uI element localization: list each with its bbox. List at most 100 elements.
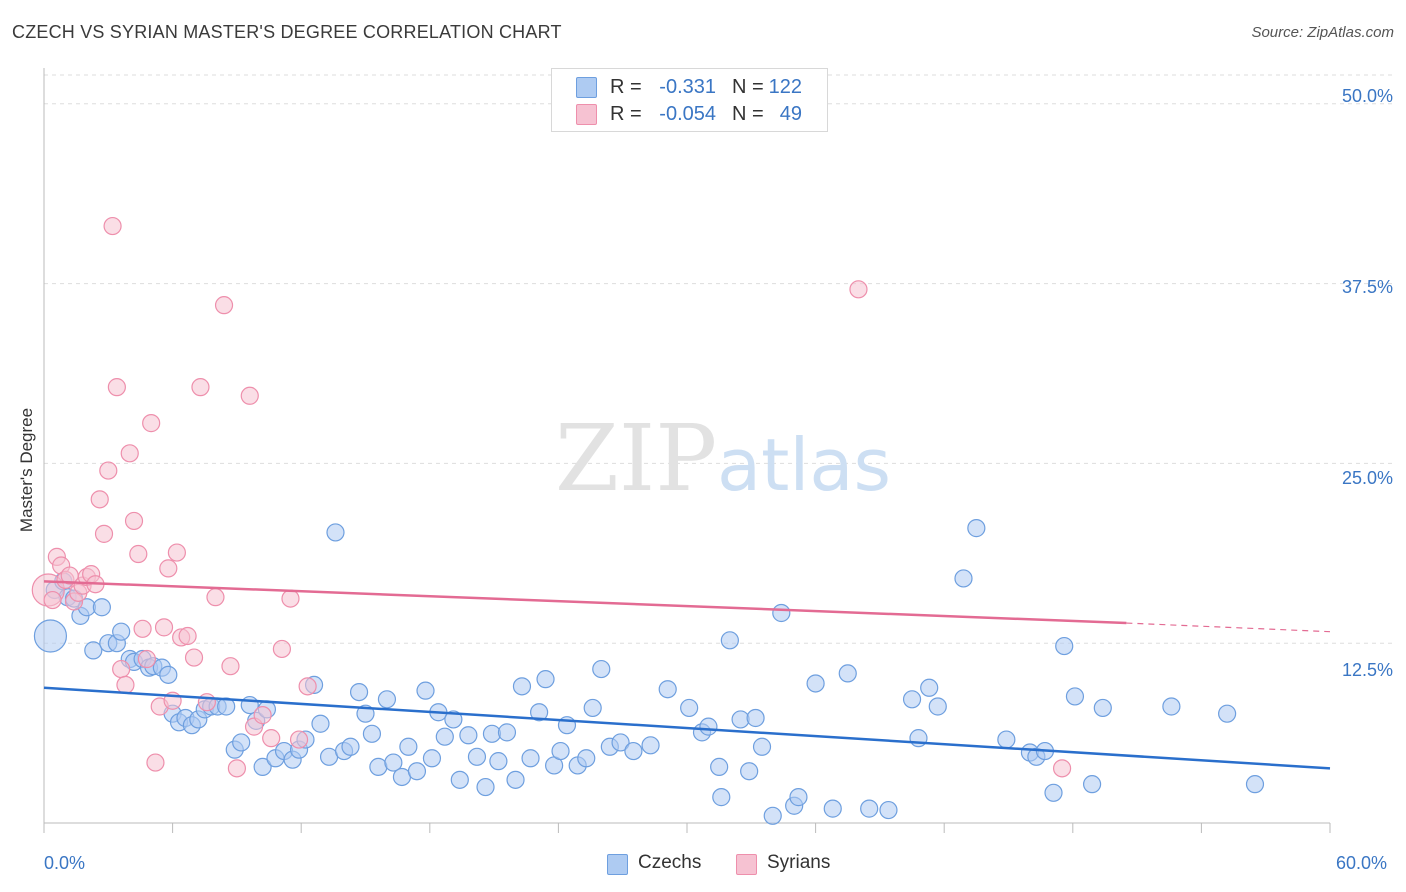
n-value: 122: [768, 76, 802, 98]
czechs-point: [752, 737, 772, 756]
czechs-point: [232, 733, 251, 752]
czechs-point: [422, 749, 442, 768]
syrians-point: [206, 588, 225, 607]
syrians-point: [142, 414, 161, 433]
czechs-point: [467, 747, 487, 766]
czechs-point: [823, 799, 842, 818]
czechs-point: [1082, 775, 1102, 794]
czechs-point: [450, 770, 469, 789]
czechs-point: [902, 690, 922, 709]
legend-row-syrians: R = -0.054 N = 49: [552, 100, 827, 127]
czechs-point: [577, 749, 596, 768]
czechs-point: [253, 757, 272, 777]
watermark-atlas: atlas: [717, 423, 891, 507]
syrians-point: [116, 675, 135, 695]
czechs-point: [326, 523, 345, 542]
syrians-point: [99, 461, 118, 480]
czechs-point: [920, 678, 939, 697]
czechs-points: [33, 519, 1265, 825]
syrians-point: [253, 706, 272, 725]
y-tick-label-50: 50.0%: [1341, 86, 1393, 106]
syrians-point: [124, 511, 144, 531]
syrians-trend-extension: [1126, 622, 1331, 633]
czechs-point: [1245, 775, 1265, 794]
r-value: -0.331: [659, 76, 716, 98]
czechs-point: [611, 733, 630, 752]
czechs-swatch: [576, 77, 597, 98]
trend-lines: [43, 580, 1331, 770]
czechs-point: [512, 677, 532, 696]
syrians-swatch: [736, 854, 757, 875]
x-tick-label-min: 0.0%: [44, 853, 86, 873]
czechs-point: [536, 670, 555, 689]
czechs-point: [311, 714, 330, 733]
czechs-point: [341, 737, 360, 756]
syrians-point: [167, 543, 186, 562]
syrians-point: [137, 649, 156, 669]
gridlines: [44, 74, 1395, 644]
syrians-point: [262, 729, 281, 748]
y-tick-label-37-5: 37.5%: [1341, 277, 1393, 297]
czechs-point: [806, 674, 825, 693]
czechs-point: [407, 762, 427, 781]
syrians-point: [197, 693, 216, 712]
syrians-point: [1052, 759, 1072, 778]
chart-title: CZECH VS SYRIAN MASTER'S DEGREE CORRELAT…: [12, 22, 562, 42]
czechs-point: [444, 710, 463, 729]
czechs-point: [710, 757, 729, 777]
czechs-point: [928, 697, 947, 716]
czechs-point: [772, 603, 791, 623]
syrians-point: [214, 296, 234, 315]
syrians-point: [90, 490, 109, 509]
syrians-point: [240, 386, 259, 405]
czechs-point: [435, 727, 454, 746]
series-legend: Czechs Syrians: [0, 852, 1406, 878]
czechs-point: [84, 641, 103, 660]
czechs-point: [699, 717, 718, 736]
czechs-point: [624, 741, 643, 761]
syrians-point: [289, 730, 309, 749]
czechs-point: [1065, 687, 1085, 706]
watermark-zip: ZIP: [555, 405, 717, 512]
n-label: N =: [732, 76, 764, 98]
czechs-point: [1055, 636, 1074, 656]
czechs-point: [954, 569, 973, 588]
czechs-point: [967, 519, 986, 538]
syrians-point: [94, 524, 114, 543]
czechs-point: [377, 690, 397, 709]
y-tick-label-25: 25.0%: [1341, 468, 1393, 488]
czechs-point: [997, 730, 1016, 749]
r-label: R =: [610, 103, 642, 125]
syrians-point: [133, 619, 152, 638]
czechs-point: [530, 703, 549, 722]
syrians-point: [184, 648, 204, 667]
czechs-point: [33, 619, 68, 653]
syrians-point: [281, 589, 300, 608]
syrians-swatch: [576, 104, 597, 125]
czechs-point: [789, 788, 808, 807]
czechs-point: [1218, 704, 1237, 723]
legend-row-czechs: R = -0.331 N = 122: [552, 73, 827, 100]
axes: [43, 68, 1331, 833]
czechs-point: [497, 723, 517, 742]
syrians-point: [191, 378, 210, 397]
syrians-point: [178, 626, 197, 646]
syrians-point: [43, 590, 62, 610]
czechs-point: [763, 806, 782, 825]
syrians-point: [227, 759, 246, 778]
x-tick-label-max: 60.0%: [1336, 853, 1388, 873]
czechs-point: [720, 631, 739, 650]
syrians-point: [107, 378, 126, 397]
czechs-point: [482, 724, 502, 743]
czechs-point: [740, 762, 759, 781]
czechs-point: [680, 698, 699, 718]
legend-label-czechs: Czechs: [638, 852, 702, 873]
czechs-point: [112, 622, 131, 641]
czechs-point: [746, 708, 765, 728]
n-value: 49: [779, 103, 802, 125]
czechs-point: [879, 800, 898, 820]
czechs-point: [838, 664, 857, 683]
czechs-point: [1044, 783, 1063, 802]
czechs-point: [399, 737, 418, 756]
